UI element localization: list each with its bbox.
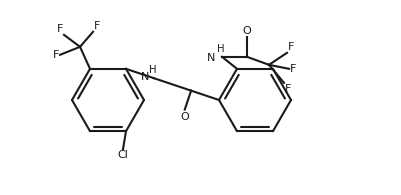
Text: F: F bbox=[289, 64, 296, 74]
Text: F: F bbox=[284, 84, 291, 94]
Text: F: F bbox=[57, 24, 63, 34]
Text: N: N bbox=[206, 53, 215, 63]
Text: O: O bbox=[242, 26, 251, 36]
Text: F: F bbox=[287, 42, 294, 52]
Text: H: H bbox=[217, 44, 224, 54]
Text: Cl: Cl bbox=[117, 150, 128, 160]
Text: O: O bbox=[180, 112, 188, 122]
Text: H: H bbox=[149, 65, 156, 75]
Text: F: F bbox=[53, 50, 59, 60]
Text: N: N bbox=[140, 72, 148, 82]
Text: F: F bbox=[94, 21, 100, 31]
